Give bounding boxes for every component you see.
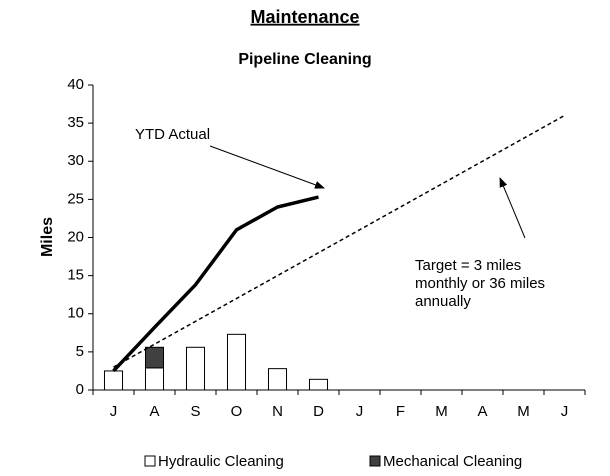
y-tick-label: 15 (67, 267, 84, 284)
x-tick-label: J (110, 403, 118, 420)
x-tick-label: M (517, 403, 530, 420)
legend-label: Hydraulic Cleaning (158, 453, 284, 470)
bar (144, 346, 165, 369)
y-axis-label: Miles (39, 217, 56, 257)
bar (308, 378, 329, 391)
line (113, 114, 565, 368)
x-tick-label: J (561, 403, 569, 420)
x-tick-label: S (190, 403, 200, 420)
annotation: annually (415, 293, 471, 310)
legend-label: Mechanical Cleaning (383, 453, 522, 470)
legend-swatch (144, 455, 156, 467)
bar (185, 346, 206, 391)
x-tick-label: F (396, 403, 405, 420)
bar (103, 370, 124, 391)
annotation: YTD Actual (135, 126, 210, 143)
y-tick-label: 40 (67, 76, 84, 93)
annotation-arrow (209, 145, 325, 189)
x-tick-label: A (477, 403, 487, 420)
legend-swatch (369, 455, 381, 467)
bar (267, 368, 288, 391)
bar (226, 333, 247, 391)
annotation: Target = 3 miles (415, 257, 521, 274)
x-tick-label: N (272, 403, 283, 420)
x-tick-label: O (231, 403, 243, 420)
annotation-arrow (499, 177, 526, 239)
y-tick-label: 10 (67, 305, 84, 322)
line (112, 195, 319, 373)
x-tick-label: D (313, 403, 324, 420)
y-tick-label: 0 (76, 381, 84, 398)
x-tick-label: A (149, 403, 159, 420)
x-tick-label: M (435, 403, 448, 420)
annotation: monthly or 36 miles (415, 275, 545, 292)
y-tick-label: 25 (67, 190, 84, 207)
chart-subtitle: Pipeline Cleaning (238, 51, 371, 68)
chart-title: Maintenance (250, 7, 359, 27)
bar (144, 367, 165, 391)
y-tick-label: 30 (67, 152, 84, 169)
x-tick-label: J (356, 403, 364, 420)
y-tick-label: 20 (67, 228, 84, 245)
y-tick-label: 35 (67, 114, 84, 131)
y-tick-label: 5 (76, 343, 84, 360)
